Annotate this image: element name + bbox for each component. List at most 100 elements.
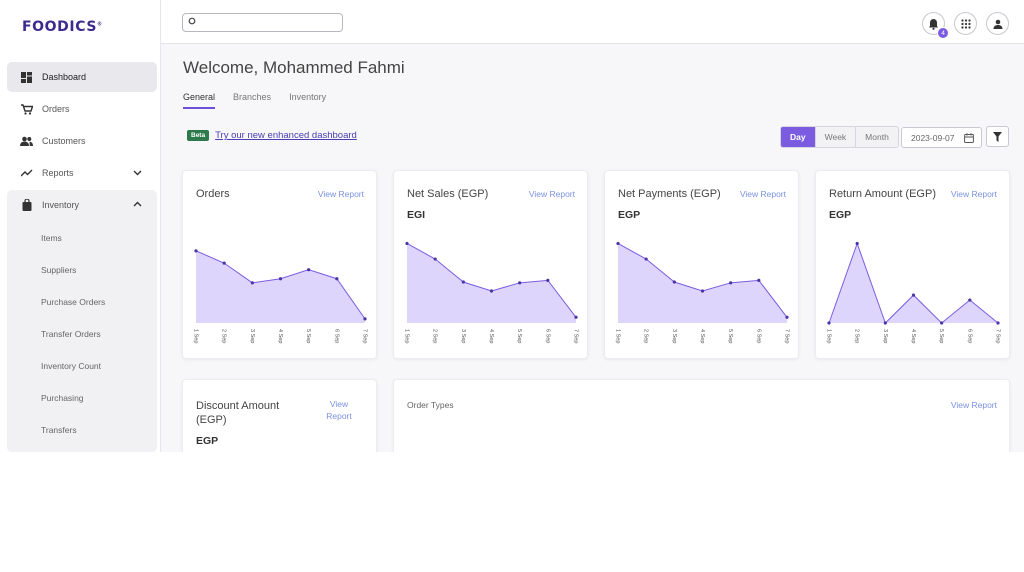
x-tick-label: 2 Sep xyxy=(854,329,860,343)
chart-point[interactable] xyxy=(757,278,761,282)
tab-branches[interactable]: Branches xyxy=(233,92,272,102)
view-report-link[interactable]: View Report xyxy=(739,189,786,199)
x-tick-label: 7 Sep xyxy=(784,329,790,343)
sidebar-group-inventory: Inventory Items Suppliers Purchase Order… xyxy=(7,190,157,452)
chart-point[interactable] xyxy=(911,293,916,297)
x-tick-label: 2 Sep xyxy=(221,329,227,343)
chart-area xyxy=(618,243,787,323)
chart-point[interactable] xyxy=(307,268,311,272)
sidebar-item-label: Customers xyxy=(42,136,86,146)
filter-button[interactable] xyxy=(986,126,1009,147)
chart-area xyxy=(407,243,576,323)
tab-inventory[interactable]: Inventory xyxy=(289,92,327,102)
search-icon xyxy=(188,17,196,25)
x-tick-label: 7 Sep xyxy=(573,329,579,343)
date-picker[interactable]: 2023-09-07 xyxy=(901,127,982,148)
enhanced-dashboard-link[interactable]: Try our new enhanced dashboard xyxy=(215,130,357,141)
chart-point[interactable] xyxy=(785,315,789,319)
card-title: Discount Amount (EGP) xyxy=(196,400,280,426)
card-title: Return Amount (EGP) xyxy=(829,188,936,200)
sidebar-item-inventory[interactable]: Inventory xyxy=(7,190,157,220)
chart-area xyxy=(196,250,365,323)
chart-point[interactable] xyxy=(250,281,254,285)
tab-general[interactable]: General xyxy=(183,92,216,109)
chevron-down-icon[interactable] xyxy=(132,167,143,178)
sidebar-item-reports[interactable]: Reports xyxy=(7,158,157,188)
bag-icon xyxy=(20,199,33,212)
x-tick-label: 5 Sep xyxy=(516,329,522,343)
sidebar-subitem-suppliers[interactable]: Suppliers xyxy=(41,265,77,275)
chart-point[interactable] xyxy=(433,257,437,261)
search-input[interactable] xyxy=(182,13,343,32)
sidebar-item-label: Inventory xyxy=(42,200,80,210)
sidebar-subitem-purchasing[interactable]: Purchasing xyxy=(41,393,84,403)
return-amount-chart: 1 Sep 2 Sep 3 Sep 4 Sep 5 Sep 6 Sep 7 Sep xyxy=(826,241,1001,343)
app-window: FOODICS® Dashboard Orders Customers xyxy=(7,0,1024,452)
chart-point[interactable] xyxy=(968,298,972,302)
notifications-button[interactable]: 4 xyxy=(922,12,949,39)
dashboard-icon xyxy=(20,71,33,84)
chart-point[interactable] xyxy=(729,281,733,285)
chart-point[interactable] xyxy=(461,280,465,284)
x-tick-label: 4 Sep xyxy=(910,329,916,343)
chart-point[interactable] xyxy=(827,321,831,325)
view-report-link[interactable]: View Report xyxy=(317,189,364,199)
chart-point[interactable] xyxy=(518,281,522,285)
chart-point[interactable] xyxy=(700,289,705,293)
chart-point[interactable] xyxy=(363,317,367,321)
sidebar-item-orders[interactable]: Orders xyxy=(7,94,157,124)
view-report-link[interactable]: View Report xyxy=(528,189,575,199)
sidebar-item-customers[interactable]: Customers xyxy=(7,126,157,156)
chart-point[interactable] xyxy=(546,278,550,282)
sidebar-subitem-inventory-count[interactable]: Inventory Count xyxy=(41,361,102,371)
profile-button[interactable] xyxy=(986,12,1009,35)
view-report-link[interactable]: View Report xyxy=(950,400,997,410)
chart-point[interactable] xyxy=(335,277,339,281)
view-report-link[interactable]: View Report xyxy=(950,189,997,199)
sidebar-subitem-purchase-orders[interactable]: Purchase Orders xyxy=(41,297,106,307)
period-month-button[interactable]: Month xyxy=(865,132,889,142)
chart-point[interactable] xyxy=(940,321,944,325)
x-tick-label: 4 Sep xyxy=(488,329,494,343)
people-icon xyxy=(20,135,33,148)
chart-point[interactable] xyxy=(672,280,676,284)
x-tick-label: 5 Sep xyxy=(305,329,311,343)
chart-point[interactable] xyxy=(616,241,620,246)
x-tick-label: 7 Sep xyxy=(362,329,368,343)
apps-grid-icon xyxy=(960,18,971,29)
chart-point[interactable] xyxy=(855,241,859,246)
net-payments-card: Net Payments (EGP) View Report EGP 1 Sep… xyxy=(604,170,799,359)
top-bar: 4 xyxy=(161,0,1024,44)
x-tick-label: 4 Sep xyxy=(699,329,705,343)
apps-button[interactable] xyxy=(954,12,977,35)
period-week-button[interactable]: Week xyxy=(816,127,857,147)
sidebar-subitem-transfer-orders[interactable]: Transfer Orders xyxy=(41,329,101,339)
sidebar-subitem-items[interactable]: Items xyxy=(41,233,62,243)
orders-card: Orders View Report 1 Sep 2 Sep 3 Sep 4 Sep 5… xyxy=(182,170,377,359)
chart-point[interactable] xyxy=(996,321,1000,325)
chart-point[interactable] xyxy=(489,289,494,293)
x-tick-label: 1 Sep xyxy=(615,329,621,343)
x-tick-label: 6 Sep xyxy=(755,329,761,343)
sidebar-item-label: Orders xyxy=(42,104,70,114)
bell-icon xyxy=(929,18,938,30)
view-report-link[interactable]: View Report xyxy=(326,399,352,421)
cart-icon xyxy=(20,103,33,116)
x-tick-label: 7 Sep xyxy=(995,329,1001,343)
chart-point[interactable] xyxy=(644,257,648,261)
chart-point[interactable] xyxy=(574,315,578,319)
sidebar-subitem-transfers[interactable]: Transfers xyxy=(41,425,77,435)
sidebar-item-dashboard[interactable]: Dashboard xyxy=(7,62,157,92)
x-tick-label: 6 Sep xyxy=(966,329,972,343)
chart-point[interactable] xyxy=(278,277,283,281)
chart-point[interactable] xyxy=(194,249,198,253)
net-payments-chart: 1 Sep 2 Sep 3 Sep 4 Sep 5 Sep 6 Sep 7 Sep xyxy=(615,241,790,343)
chart-point[interactable] xyxy=(405,241,409,246)
sidebar-item-label: Dashboard xyxy=(42,72,87,82)
date-value: 2023-09-07 xyxy=(911,132,955,143)
period-day-button[interactable]: Day xyxy=(781,127,816,147)
foodics-logo[interactable]: FOODICS® xyxy=(22,19,103,35)
chart-point[interactable] xyxy=(883,321,887,325)
chevron-up-icon[interactable] xyxy=(132,199,143,210)
chart-point[interactable] xyxy=(222,261,226,265)
